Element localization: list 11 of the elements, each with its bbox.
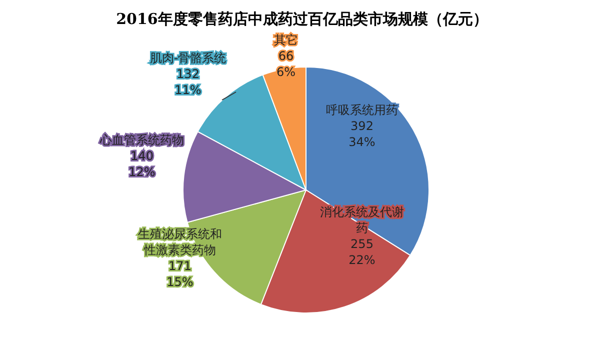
- data-label: 255 22%: [348, 237, 376, 267]
- slice-label: 肌肉-骨骼系统: [150, 51, 226, 65]
- data-label: 132 11%: [174, 67, 202, 97]
- slice-label: 其它: [274, 33, 298, 47]
- data-label: 171 15%: [166, 259, 194, 289]
- slice-label: 心血管系统药物: [99, 133, 184, 147]
- data-label: 140 12%: [128, 149, 156, 179]
- slice-label: 呼吸系统用药: [326, 103, 398, 117]
- data-label: 392 34%: [348, 119, 376, 149]
- chart-title: 2016年度零售药店中成药过百亿品类市场规模（亿元）: [116, 10, 488, 28]
- data-label: 66 6%: [276, 49, 296, 79]
